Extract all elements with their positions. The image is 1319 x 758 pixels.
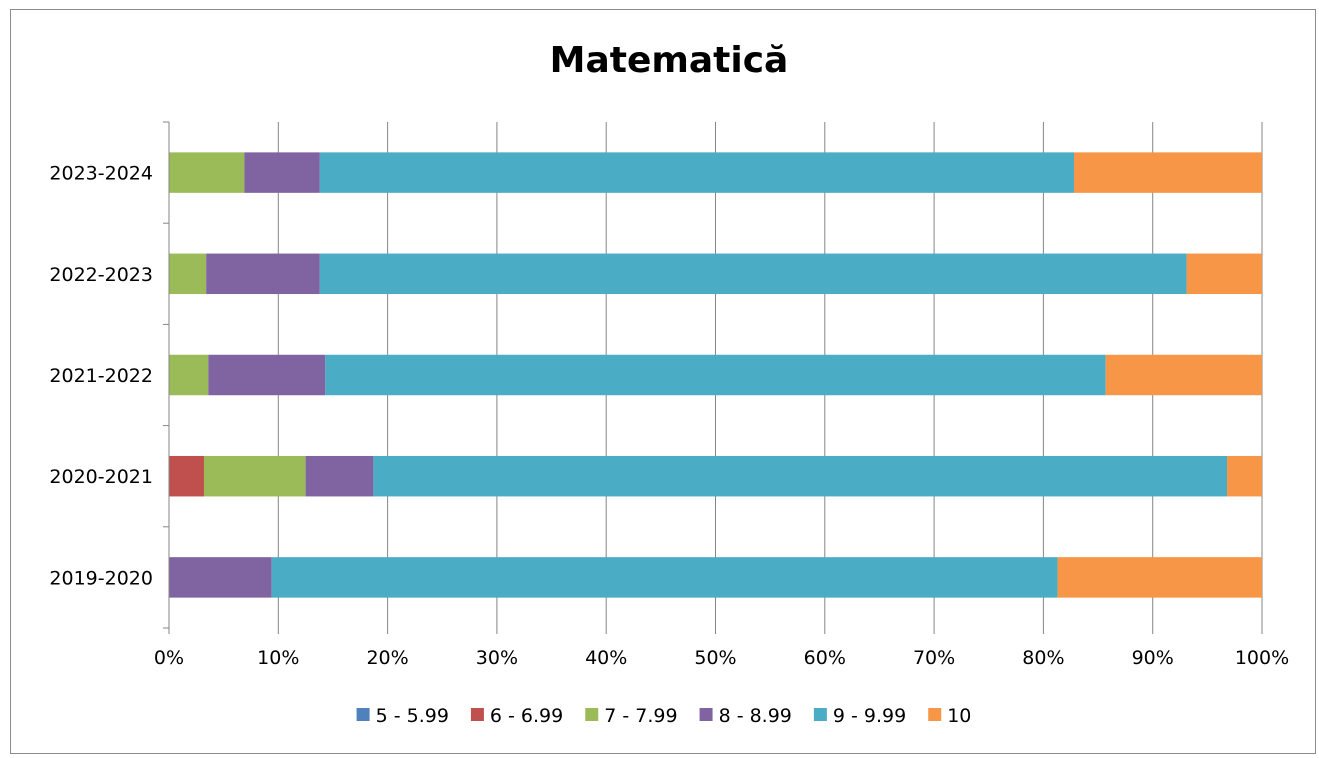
bar-segment bbox=[208, 354, 326, 396]
y-tick-label: 2023-2024 bbox=[49, 163, 153, 185]
legend-swatch bbox=[585, 708, 599, 721]
legend-label: 5 - 5.99 bbox=[376, 705, 449, 727]
chart-svg: Matematică 0% 10% 20% 30% 40% 50% 60% 70% 80% 90%… bbox=[49, 40, 1289, 727]
bar-segment bbox=[1105, 354, 1262, 396]
bar-segment bbox=[203, 455, 306, 497]
legend-label: 8 - 8.99 bbox=[719, 705, 792, 727]
legend-swatch bbox=[928, 708, 942, 721]
bar-segment bbox=[1074, 152, 1262, 193]
legend-swatch bbox=[813, 708, 827, 721]
y-tick-label: 2021-2022 bbox=[49, 365, 153, 387]
bar-segment bbox=[305, 455, 374, 497]
x-tick-label: 100% bbox=[1235, 647, 1289, 669]
y-tick-label: 2019-2020 bbox=[49, 567, 153, 589]
x-tick-label: 60% bbox=[804, 647, 846, 669]
bar-segment bbox=[169, 455, 204, 497]
x-tick-label: 0% bbox=[154, 647, 184, 669]
bars bbox=[169, 152, 1262, 598]
x-tick-label: 10% bbox=[257, 647, 299, 669]
bar-segment bbox=[1057, 557, 1262, 598]
y-tick-label: 2022-2023 bbox=[49, 264, 153, 286]
legend-label: 6 - 6.99 bbox=[490, 705, 563, 727]
bar-segment bbox=[373, 455, 1228, 497]
bar-segment bbox=[169, 152, 245, 193]
x-tick-label: 30% bbox=[476, 647, 518, 669]
legend-swatch bbox=[699, 708, 713, 721]
bar-segment bbox=[169, 253, 207, 295]
bar-segment bbox=[1186, 253, 1262, 295]
legend-label: 10 bbox=[947, 705, 971, 727]
bar-segment bbox=[169, 354, 209, 396]
bar-segment bbox=[319, 152, 1075, 193]
bar-segment bbox=[169, 557, 272, 598]
bar-segment bbox=[244, 152, 320, 193]
legend: 5 - 5.99 6 - 6.99 7 - 7.99 8 - 8.99 9 - 9.99… bbox=[356, 705, 971, 727]
x-tick-label: 50% bbox=[694, 647, 736, 669]
x-tick-label: 70% bbox=[913, 647, 955, 669]
legend-swatch bbox=[470, 708, 484, 721]
legend-label: 9 - 9.99 bbox=[833, 705, 906, 727]
chart-title: Matematică bbox=[550, 40, 789, 81]
x-tick-label: 40% bbox=[585, 647, 627, 669]
legend-label: 7 - 7.99 bbox=[604, 705, 677, 727]
bar-segment bbox=[325, 354, 1106, 396]
bar-segment bbox=[319, 253, 1187, 295]
x-tick-label: 90% bbox=[1132, 647, 1174, 669]
y-tick-label: 2020-2021 bbox=[49, 466, 153, 488]
bar-segment bbox=[206, 253, 320, 295]
bar-segment bbox=[1227, 455, 1262, 497]
x-tick-label: 80% bbox=[1022, 647, 1064, 669]
axes: 0% 10% 20% 30% 40% 50% 60% 70% 80% 90% 100% 2023-20… bbox=[49, 121, 1289, 669]
x-tick-label: 20% bbox=[366, 647, 408, 669]
bar-segment bbox=[271, 557, 1058, 598]
legend-swatch bbox=[356, 708, 370, 721]
chart-frame: Matematică 0% 10% 20% 30% 40% 50% 60% 70% 80% 90%… bbox=[10, 9, 1316, 754]
